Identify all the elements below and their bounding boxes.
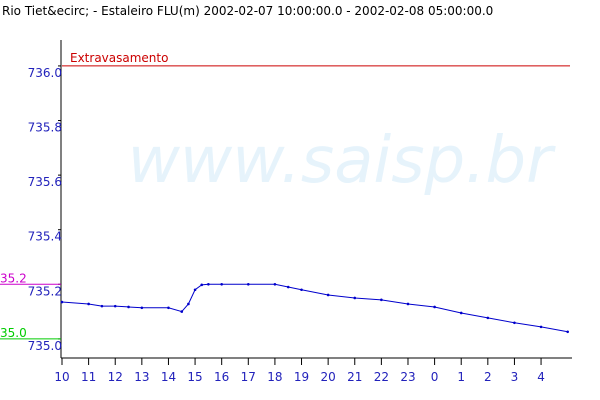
- x-tick-label: 1: [457, 370, 465, 384]
- x-tick-label: 18: [267, 370, 282, 384]
- data-point: [513, 321, 516, 325]
- x-tick-label: 11: [81, 370, 96, 384]
- data-point: [220, 283, 223, 286]
- y-tick-label: 736.0: [28, 66, 62, 80]
- data-point: [300, 288, 303, 292]
- data-point: [326, 293, 330, 297]
- x-tick-label: 4: [537, 370, 545, 384]
- x-tick-label: 2: [484, 370, 492, 384]
- data-point: [193, 288, 197, 292]
- x-tick-label: 23: [400, 370, 415, 384]
- data-point: [246, 283, 250, 286]
- x-tick-label: 13: [134, 370, 149, 384]
- data-point: [140, 306, 144, 310]
- y-tick-label: 735.0: [28, 339, 62, 353]
- x-tick-label: 10: [54, 370, 69, 384]
- x-tick-label: 19: [294, 370, 309, 384]
- reference-label: Extravasamento: [70, 51, 168, 65]
- data-point: [539, 325, 543, 329]
- x-tick-label: 20: [321, 370, 336, 384]
- data-point: [380, 298, 383, 302]
- data-point: [433, 305, 436, 309]
- data-point: [87, 302, 90, 306]
- data-point: [100, 304, 104, 308]
- data-point: [187, 302, 190, 306]
- x-tick-label: 12: [108, 370, 123, 384]
- series-line: [61, 283, 568, 333]
- y-tick-label: 735.8: [28, 121, 62, 135]
- x-tick-label: 15: [187, 370, 202, 384]
- data-point: [459, 311, 463, 315]
- data-point: [273, 283, 277, 286]
- x-tick-label: 17: [241, 370, 256, 384]
- data-point: [60, 300, 64, 304]
- x-tick-label: 22: [374, 370, 389, 384]
- data-point: [406, 302, 410, 306]
- y-tick-label: 735.4: [28, 230, 62, 244]
- y-tick-label: 735.6: [28, 175, 62, 189]
- data-point: [180, 310, 184, 313]
- data-point: [167, 306, 170, 310]
- data-point: [286, 285, 290, 289]
- data-point: [566, 330, 569, 334]
- x-tick-label: 21: [347, 370, 362, 384]
- data-point: [113, 304, 117, 308]
- x-tick-label: 3: [511, 370, 519, 384]
- watermark: www.saisp.br: [128, 124, 557, 198]
- x-tick-label: 0: [431, 370, 439, 384]
- y-tick-label: 735.2: [28, 284, 62, 298]
- data-point: [486, 316, 490, 320]
- x-tick-label: 14: [161, 370, 176, 384]
- data-point: [200, 283, 204, 287]
- data-point: [353, 296, 357, 300]
- data-point: [207, 283, 210, 286]
- reference-label: 35.0: [0, 326, 27, 340]
- reference-label: 35.2: [0, 271, 27, 285]
- data-point: [127, 305, 130, 309]
- chart-title: Rio Tiet&ecirc; - Estaleiro FLU(m) 2002-…: [2, 4, 493, 18]
- x-tick-label: 16: [214, 370, 229, 384]
